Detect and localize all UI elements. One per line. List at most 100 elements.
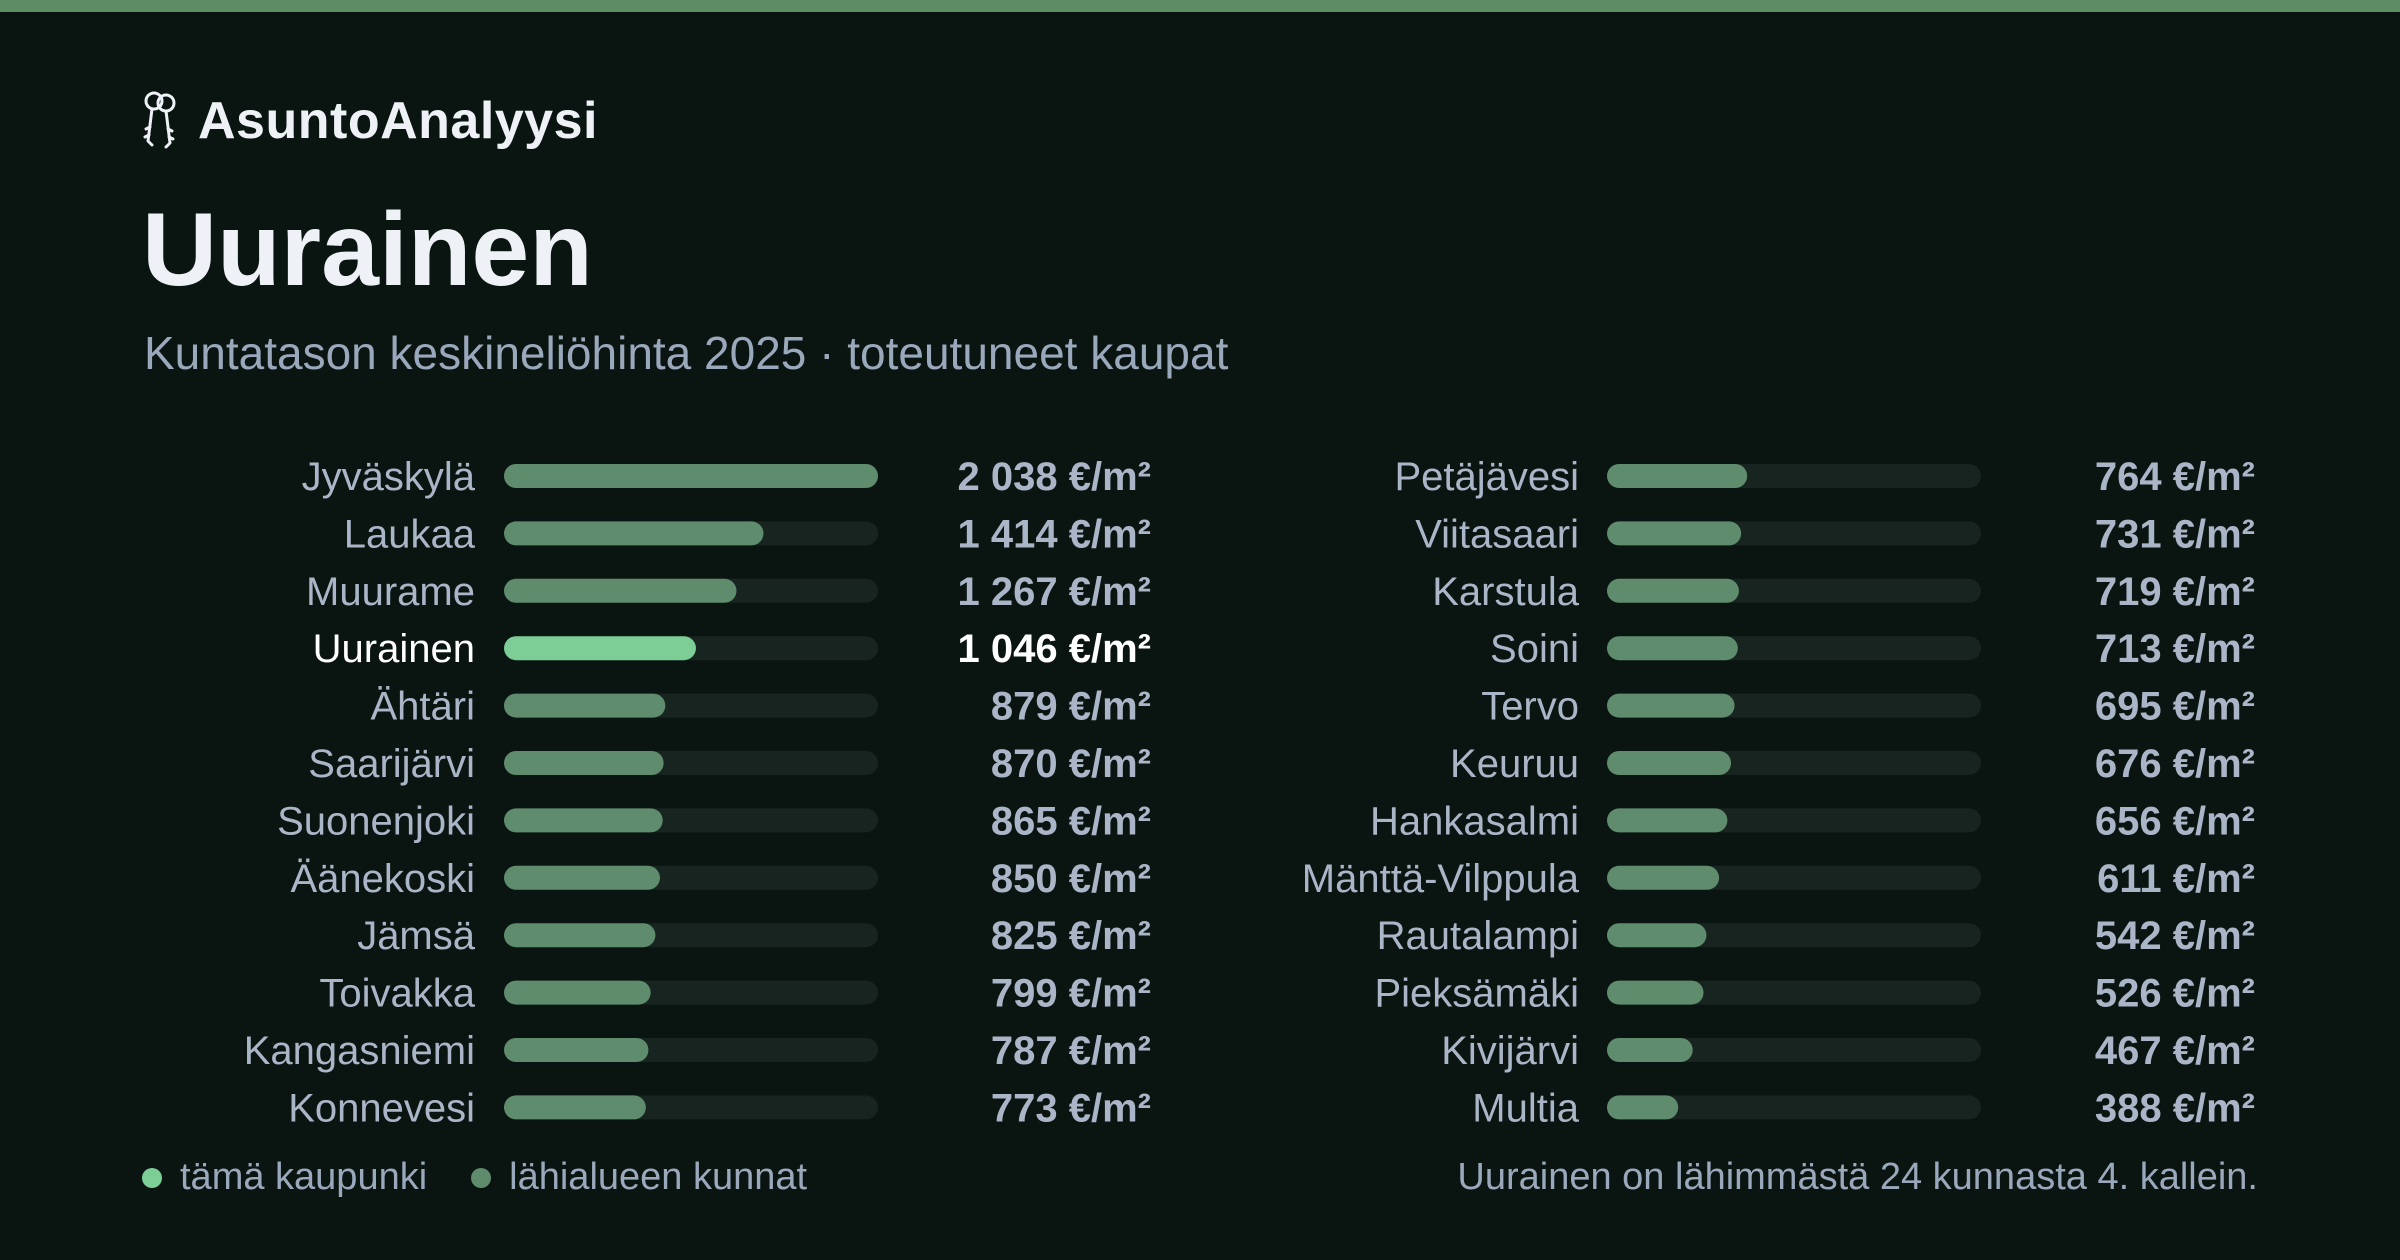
bar-row: Jyväskylä 2 038 €/m² [302, 455, 1151, 499]
bar-row: Multia 388 €/m² [1472, 1086, 2255, 1130]
bar-value-label: 870 €/m² [991, 742, 1151, 786]
bar-row: Kangasniemi 787 €/m² [244, 1029, 1151, 1073]
bar [1607, 464, 1748, 488]
ranking-note: Uurainen on lähimmästä 24 kunnasta 4. ka… [1457, 1156, 2258, 1198]
bar-row: Petäjävesi 764 €/m² [1394, 455, 2255, 499]
bar-label: Ähtäri [371, 685, 476, 729]
bar-value-label: 850 €/m² [991, 857, 1151, 901]
bar-label: Mänttä-Vilppula [1302, 857, 1580, 901]
bar-label: Laukaa [344, 512, 476, 556]
bar-highlight [504, 636, 696, 661]
bar-row: Soini 713 €/m² [1490, 627, 2255, 671]
legend-item-this-city: tämä kaupunki [142, 1156, 427, 1199]
bar-value-label: 611 €/m² [2097, 857, 2255, 901]
bar [1607, 578, 1739, 603]
page-subtitle: Kuntatason keskineliöhinta 2025 · toteut… [144, 327, 1229, 379]
bar-label: Karstula [1432, 570, 1579, 614]
bar [1607, 1038, 1693, 1062]
bar-label: Rautalampi [1377, 914, 1579, 958]
page-title: Uurainen [142, 192, 593, 308]
bar-row: Saarijärvi 870 €/m² [308, 742, 1151, 786]
brand-name: AsuntoAnalyysi [198, 92, 598, 150]
bar-value-label: 526 €/m² [2095, 972, 2255, 1016]
bar-label: Kivijärvi [1441, 1029, 1579, 1073]
bar-label: Kangasniemi [244, 1029, 475, 1073]
bar-row: Suonenjoki 865 €/m² [277, 799, 1151, 843]
bar-row: Muurame 1 267 €/m² [306, 570, 1151, 614]
bar [1607, 693, 1735, 718]
bar [1607, 980, 1704, 1005]
bar-row: Laukaa 1 414 €/m² [344, 512, 1151, 556]
legend-dot-this-city [142, 1167, 162, 1188]
bar-row: Mänttä-Vilppula 611 €/m² [1302, 857, 2255, 901]
bar-row: Äänekoski 850 €/m² [290, 857, 1151, 901]
bar-value-label: 865 €/m² [991, 799, 1151, 843]
legend-label-nearby: lähialueen kunnat [509, 1156, 808, 1198]
bar-label: Multia [1472, 1086, 1579, 1130]
bar-value-label: 388 €/m² [2095, 1086, 2255, 1130]
bar [504, 1095, 646, 1120]
bar-row: Karstula 719 €/m² [1432, 570, 2255, 614]
bar-track [1607, 1038, 1981, 1062]
bar-label: Äänekoski [290, 857, 475, 901]
bar [504, 521, 764, 546]
bar-value-label: 467 €/m² [2095, 1029, 2255, 1073]
bar-value-label: 787 €/m² [991, 1029, 1151, 1073]
legend-label-this-city: tämä kaupunki [180, 1156, 428, 1198]
chart-legend: tämä kaupunki lähialueen kunnat [142, 1156, 851, 1199]
bar-label: Keuruu [1450, 742, 1579, 786]
bar-label: Saarijärvi [308, 742, 475, 786]
bar-row: Hankasalmi 656 €/m² [1370, 799, 2255, 843]
bar [504, 923, 656, 948]
bar-value-label: 542 €/m² [2095, 914, 2255, 958]
bar [1607, 636, 1738, 661]
bar [504, 980, 651, 1005]
bar [1607, 751, 1732, 775]
bar-value-label: 825 €/m² [991, 914, 1151, 958]
bar-label: Soini [1490, 627, 1579, 671]
bar-row: Jämsä 825 €/m² [357, 914, 1151, 958]
top-accent-bar [0, 0, 2400, 12]
bar-label: Petäjävesi [1394, 455, 1579, 499]
bar-value-label: 713 €/m² [2095, 627, 2255, 671]
bar-row: Tervo 695 €/m² [1481, 685, 2255, 729]
bar-value-label: 764 €/m² [2095, 455, 2255, 499]
bar-value-label: 773 €/m² [991, 1086, 1151, 1130]
bar [1607, 865, 1720, 890]
bar [504, 578, 737, 603]
bar-row: Ähtäri 879 €/m² [371, 685, 1152, 729]
bar [1607, 923, 1707, 948]
bar [504, 693, 666, 718]
bar-value-label: 799 €/m² [991, 972, 1151, 1016]
bar-row: Rautalampi 542 €/m² [1377, 914, 2255, 958]
bar-label: Viitasaari [1415, 512, 1579, 556]
bar-label: Toivakka [319, 972, 475, 1016]
bar [1607, 521, 1742, 546]
bar-label: Uurainen [313, 627, 475, 671]
bar-label: Jyväskylä [302, 455, 476, 499]
bar-value-label: 695 €/m² [2095, 685, 2255, 729]
bar-row: Viitasaari 731 €/m² [1415, 512, 2255, 556]
bar-value-label: 676 €/m² [2095, 742, 2255, 786]
bar-value-label: 731 €/m² [2095, 512, 2255, 556]
bar [504, 464, 878, 488]
bar [504, 751, 664, 775]
bar-label: Suonenjoki [277, 799, 475, 843]
legend-item-nearby: lähialueen kunnat [471, 1156, 807, 1199]
bar-value-label: 719 €/m² [2095, 570, 2255, 614]
bar [504, 808, 663, 833]
bar-value-label: 1 414 €/m² [958, 512, 1151, 556]
bar-label: Muurame [306, 570, 475, 614]
bar-row: Uurainen 1 046 €/m² [313, 627, 1151, 671]
bar-row: Pieksämäki 526 €/m² [1374, 972, 2255, 1016]
bar-row: Kivijärvi 467 €/m² [1441, 1029, 2255, 1073]
bar-value-label: 656 €/m² [2095, 799, 2255, 843]
bar-value-label: 2 038 €/m² [958, 455, 1151, 499]
bar-label: Konnevesi [288, 1086, 475, 1130]
legend-dot-nearby [471, 1167, 492, 1188]
bar [504, 1038, 649, 1062]
bar-label: Tervo [1481, 685, 1579, 729]
bar-row: Keuruu 676 €/m² [1450, 742, 2255, 786]
bar-label: Hankasalmi [1370, 799, 1579, 843]
